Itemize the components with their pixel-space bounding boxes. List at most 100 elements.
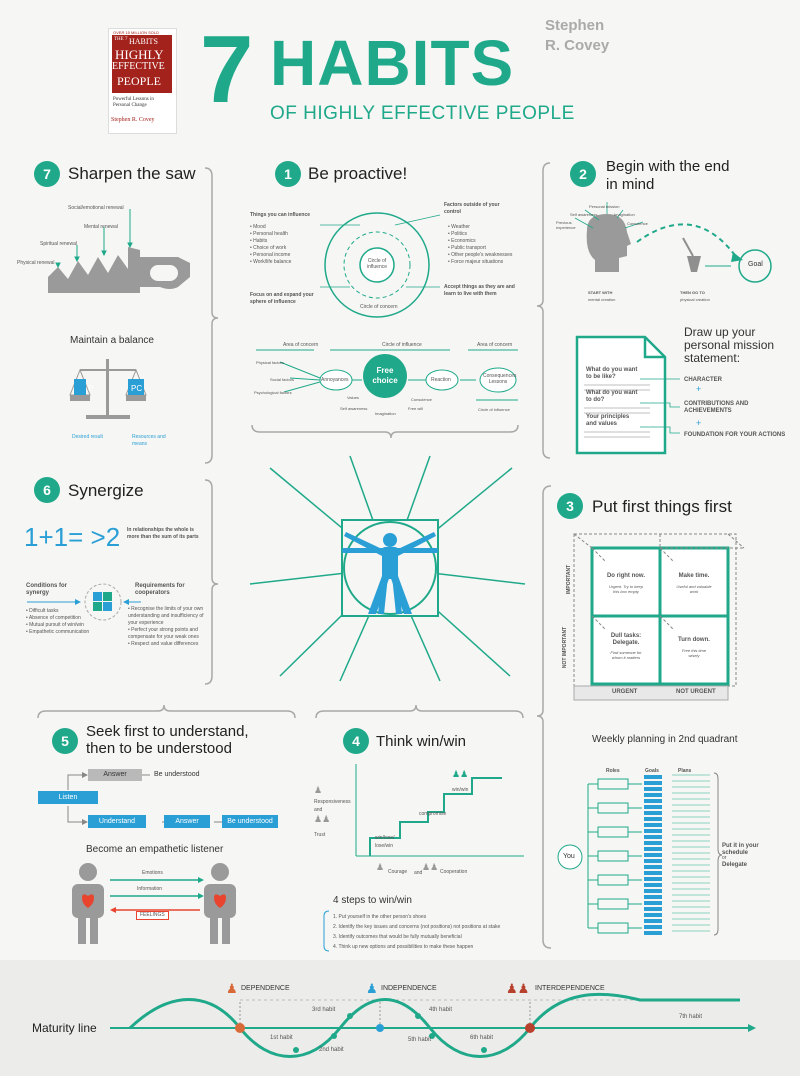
start-with: START WITH [588,290,613,295]
winwin-chart [355,764,524,857]
synergy-explanation: In relationships the whole is more than … [127,527,199,540]
courage-person-icon: ♟ [376,862,385,872]
dependence-label: DEPENDENCE [241,985,290,992]
requirement-item: • Perfect your strong points and compens… [128,627,199,640]
interdependence-label: INTERDEPENDENCE [535,985,605,992]
compromise-label: compromise [419,811,447,817]
outside-item: • Economics [448,238,476,244]
conscience-label: Conscience [411,397,432,402]
q2-sub: Useful and valuable work [676,584,712,594]
book-cover-red [112,35,172,93]
plus-1: + [696,384,702,394]
and-label: and [314,807,323,813]
outside-item: • Public transport [448,245,486,251]
can-influence-title: Things you can influence [250,212,311,218]
draw-title-2: personal mission [684,338,775,352]
cooperation-label: Cooperation [440,869,468,875]
lose-win-label: lose/win [375,843,394,849]
habit-3rd: 3rd habit [312,1007,336,1013]
habit-6-number: 6 [34,477,60,503]
roles-header: Roles [606,768,620,774]
outside-item: • Weather [448,224,470,230]
q1-sub: Urgent. Try to keep this box empty [609,584,643,594]
label-urgent: URGENT [612,689,638,695]
be-understood-1: Be understood [154,771,200,778]
book-title-5: EFFECTIVE [112,61,165,72]
book-title-1: THE 7 [114,37,128,42]
label-important: IMPORTANT [566,564,573,595]
factor-physical: Physical factors [256,360,285,365]
book-subtitle: Powerful Lessons in Personal Change [113,97,154,108]
influence-item: • Mood [250,224,266,230]
free-choice: Free choice [372,366,398,385]
influence-item: • Habits [250,238,268,244]
weekly-planner [557,772,723,936]
resources-means: Resources and means [132,434,166,447]
influence-item: • Personal income [250,252,291,258]
trust-label: Trust [314,832,326,838]
synergy-equation: 1+1= >2 [24,522,121,552]
conditions-title: Conditions for synergy [26,583,67,596]
winwin-people: ♟♟ [452,769,468,780]
outside-item: • Politics [448,231,467,237]
trust-people-icon: ♟♟ [314,814,331,824]
listen-box: Listen [38,791,98,804]
habit-7th: 7th habit [679,1014,703,1020]
mental-creation: mental creation [588,297,616,302]
subtitle: OF HIGHLY EFFECTIVE PEOPLE [270,103,575,124]
steps-title: 4 steps to win/win [333,895,412,906]
habit-3-title: Put first things first [592,497,732,516]
requirements-title: Requirements for cooperators [135,583,185,596]
habit-5-title-2: then to be understood [86,740,232,757]
can-influence-list: • Mood • Personal health • Habits • Choi… [250,224,291,266]
outside-control-list: • Weather • Politics • Economics • Publi… [448,224,512,266]
conscience-head: Conscience [627,221,648,226]
answer-box-2: Answer [164,815,210,828]
mission-q2: What do you want to do? [586,390,638,403]
q3-sub: Find someone for whom it matters [610,650,642,660]
proactive-flow [256,349,518,401]
contributions: CONTRIBUTIONS AND ACHIEVEMENTS [684,401,749,414]
empathetic-title: Become an empathetic listener [86,844,224,855]
outside-control-title: Factors outside of your control [444,202,500,215]
requirement-item: • Recognise the limits of your own under… [128,606,204,626]
habit-2-number: 2 [570,161,596,187]
habit-1st: 1st habit [270,1035,293,1041]
maturity-band [0,960,800,1076]
feelings-label: FEELINGS [136,911,169,920]
responsiveness-label: Responsiveness [314,799,351,805]
influence-item: • Choice of work [250,245,287,251]
center-man-diagram [249,455,526,682]
habit-3-number: 3 [557,493,583,519]
flow-area-concern-left: Area of concern [283,342,319,348]
character: CHARACTER [684,377,722,383]
requirement-item: • Respect and value differences [128,641,199,647]
dependence-icon: ♟ [226,981,238,996]
balance-title: Maintain a balance [70,335,154,346]
habit-6th: 6th habit [470,1035,494,1041]
scale-p: P [88,384,94,393]
title-word: HABITS [270,27,515,99]
draw-title-3: statement: [684,351,741,365]
maturity-curve [110,992,756,1058]
you-label: You [563,853,575,860]
physical-renewal: Physical renewal [17,260,55,266]
habit-2nd: 2nd habit [319,1047,344,1053]
mission-q1: What do you want to be like? [586,367,638,380]
title-number: 7 [200,16,254,123]
or-label: or [722,855,727,861]
plans-header: Plans [678,768,692,774]
book-title-4: HIGHLY [115,47,164,62]
influence-item: • Work/life balance [250,259,292,265]
book-cover: OVER 15 MILLION SOLD THE 7 HABITS HIGHLY… [108,28,177,134]
person-icon: ♟♟ [452,769,469,779]
step-item: 1. Put yourself in the other person's sh… [333,914,427,920]
previous-experience: Previous experience [556,220,576,230]
habit-5th: 5th habit [408,1037,432,1043]
condition-item: • Empathetic communication [26,629,90,635]
self-awareness-label: Self awareness [340,406,368,411]
habit-6-title: Synergize [68,481,144,500]
step-item: 4. Think up new options and possibilitie… [333,944,474,950]
book-title-6: PEOPLE [117,74,162,88]
factor-social: Social factors [270,377,295,382]
